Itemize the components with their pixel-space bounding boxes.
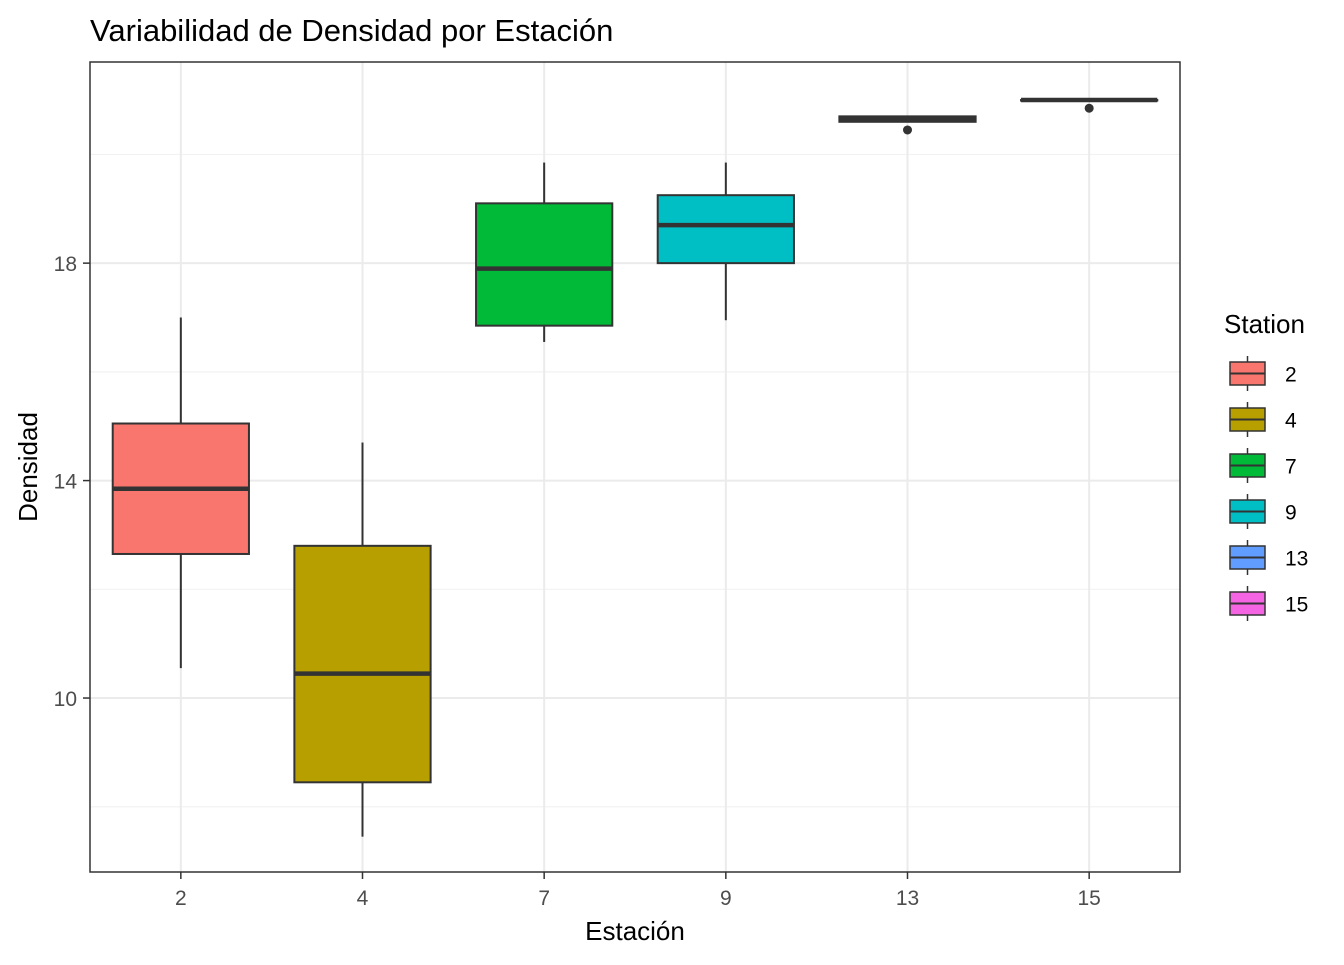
x-tick-label: 15 (1077, 887, 1100, 910)
y-tick-label: 14 (54, 471, 78, 494)
legend-item-4: 4 (1229, 402, 1297, 437)
y-axis-title: Densidad (13, 412, 43, 522)
x-axis-title: Estación (585, 916, 685, 946)
x-tick-label: 7 (538, 887, 550, 910)
legend-label: 2 (1285, 364, 1297, 387)
y-tick-label: 10 (54, 688, 77, 711)
legend-item-2: 2 (1229, 356, 1297, 391)
axes-layer: 10 14 18 2 4 7 9 13 15 (54, 61, 1181, 910)
legend-item-13: 13 (1229, 540, 1308, 575)
panel-background (90, 62, 1180, 872)
legend-item-7: 7 (1229, 448, 1297, 483)
legend-label: 9 (1285, 502, 1297, 525)
legend-label: 4 (1285, 410, 1297, 433)
box-iqr (293, 544, 432, 784)
y-tick-label: 18 (54, 253, 77, 276)
box-station-13 (838, 115, 977, 135)
box-station-9 (656, 162, 795, 321)
x-tick-label: 2 (175, 887, 187, 910)
legend-label: 7 (1285, 456, 1297, 479)
boxes-layer (111, 97, 1159, 837)
outlier-point (1084, 103, 1094, 113)
outlier-point (903, 125, 912, 135)
legend-item-9: 9 (1229, 494, 1297, 529)
x-tick-label: 4 (357, 887, 369, 910)
panel-border (89, 61, 1181, 873)
x-tick-label: 13 (896, 887, 919, 910)
box-station-7 (475, 162, 614, 342)
legend-item-15: 15 (1229, 586, 1308, 621)
box-iqr (656, 194, 795, 265)
x-tick-label: 9 (720, 887, 732, 910)
legend: Station 2 4 7 9 13 15 (1224, 309, 1308, 621)
legend-title: Station (1224, 309, 1305, 339)
box-station-2 (111, 317, 250, 669)
chart-title: Variabilidad de Densidad por Estación (90, 13, 613, 48)
box-station-15 (1020, 97, 1159, 113)
legend-label: 15 (1285, 594, 1308, 617)
box-station-4 (293, 442, 432, 837)
legend-label: 13 (1285, 548, 1308, 571)
box-iqr (475, 202, 614, 327)
plot-panel (90, 62, 1180, 872)
